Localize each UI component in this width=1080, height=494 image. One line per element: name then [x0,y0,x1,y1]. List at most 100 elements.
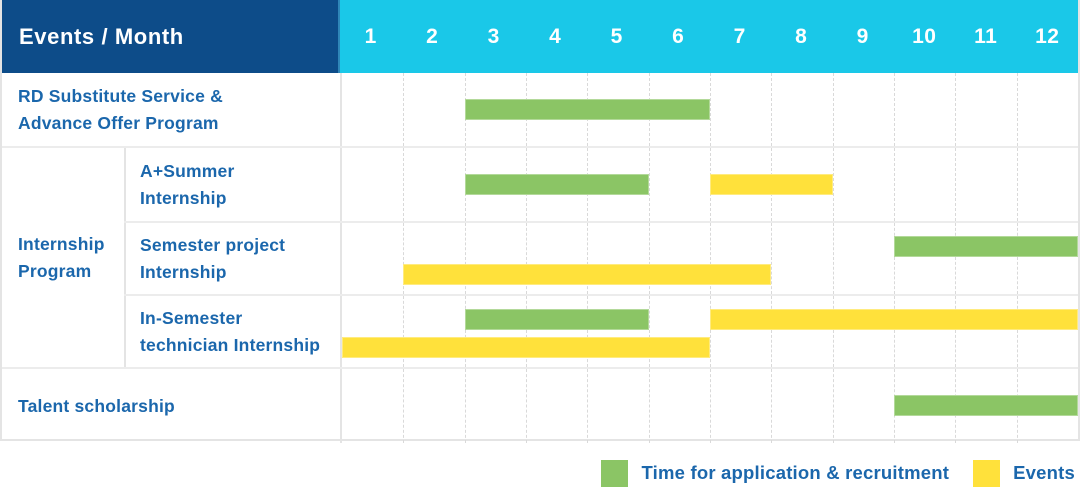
month-gridline [710,73,711,146]
month-gridline [1016,296,1018,367]
month-gridline [1016,148,1018,221]
month-gridline [587,296,589,367]
month-label: 6 [672,24,685,48]
month-gridline [648,296,650,367]
event-row: Talent scholarship [2,367,1078,443]
month-gridline [526,369,527,443]
label-line: A+Summer [140,160,235,181]
month-gridline [955,148,957,221]
group-rows: A+Summer Internship Semester project Intern… [124,148,1078,367]
gantt-bar-yellow [342,337,710,358]
legend: Time for application & recruitment Events [601,456,1075,490]
month-label: 8 [795,24,808,48]
month-gridline [832,148,834,221]
month-grid [340,296,1078,367]
legend-label: Time for application & recruitment [641,462,950,483]
gantt-bar-yellow [710,309,1078,330]
event-row: RD Substitute Service & Advance Offer Pro… [2,73,1078,146]
month-grid [340,369,1078,443]
month-label: 2 [426,24,439,48]
month-label: 11 [974,24,998,48]
gantt-bar-yellow [710,174,833,195]
month-gridline [832,223,834,294]
month-label: 4 [549,24,562,48]
month-gridline [894,73,895,146]
legend-item: Events [973,459,1075,487]
row-label: RD Substitute Service & Advance Offer Pro… [2,73,340,146]
month-gridline [832,369,834,443]
month-gridline [403,223,405,294]
row-label: Semester project Internship [124,223,340,294]
gantt-bar-green [894,395,1078,416]
legend-item: Time for application & recruitment [601,459,950,487]
month-gridline [464,296,466,367]
month-grid [340,73,1078,146]
month-gridline [403,148,405,221]
month-gridline [771,369,773,443]
month-gridline [710,223,711,294]
month-gridline [1016,223,1018,294]
month-gridline [464,369,466,443]
label-line: Internship [140,187,227,208]
month-gridline [464,223,466,294]
month-gridline [648,369,650,443]
yellow-legend-swatch [973,459,1001,487]
month-gridline [710,369,711,443]
month-gridline [587,223,589,294]
header-row: Events / Month 1 2 3 4 5 6 7 8 9 10 11 12 [2,0,1078,73]
event-row: In-Semester technician Internship [124,294,1078,367]
event-row: A+Summer Internship [124,148,1078,221]
legend-label: Events [1013,462,1075,483]
row-label: A+Summer Internship [124,148,340,221]
month-gridline [832,296,834,367]
month-gridline [894,296,895,367]
month-label: 9 [856,24,869,48]
month-gridline [771,223,773,294]
label-line: technician Internship [140,334,321,355]
events-month-header: Events / Month [2,0,340,73]
month-gridline [894,223,895,294]
label-line: RD Substitute Service & [18,85,223,106]
label-line: Program [18,260,92,281]
month-gridline [587,369,589,443]
month-label: 7 [733,24,746,48]
month-gridline [955,73,957,146]
month-gridline [771,73,773,146]
month-gridline [894,148,895,221]
group-label: Internship Program [2,148,124,367]
label-line: Internship [140,261,227,282]
month-gridline [403,73,405,146]
label-line: In-Semester [140,307,243,328]
label-line: Advance Offer Program [18,112,219,133]
month-grid [340,223,1078,294]
row-label: Talent scholarship [2,369,340,443]
gantt-bar-green [464,174,649,195]
month-gridline [710,296,711,367]
month-gridline [403,369,405,443]
gantt-table: Events / Month 1 2 3 4 5 6 7 8 9 10 11 12 RD Substi… [0,0,1080,443]
month-gridline [1016,73,1018,146]
gantt-bar-green [894,236,1078,257]
month-gridline [403,296,405,367]
month-gridline [526,296,527,367]
green-legend-swatch [601,459,629,487]
month-gridline [832,73,834,146]
event-row: Semester project Internship [124,221,1078,294]
table-body: RD Substitute Service & Advance Offer Pro… [2,73,1078,443]
month-gridline [955,223,957,294]
month-label: 3 [487,24,500,48]
month-grid [340,148,1078,221]
label-line: Internship [18,233,105,254]
month-gridline [526,223,527,294]
label-line: Semester project [140,234,286,255]
label-line: Talent scholarship [18,395,175,416]
month-gridline [648,148,650,221]
month-label: 5 [610,24,623,48]
month-gridline [955,296,957,367]
month-gridline [771,296,773,367]
gantt-bar-green [464,309,649,330]
internship-program-group: Internship Program A+Summer Internship Semes… [2,146,1078,367]
gantt-bar-green [464,99,710,120]
row-label: In-Semester technician Internship [124,296,340,367]
